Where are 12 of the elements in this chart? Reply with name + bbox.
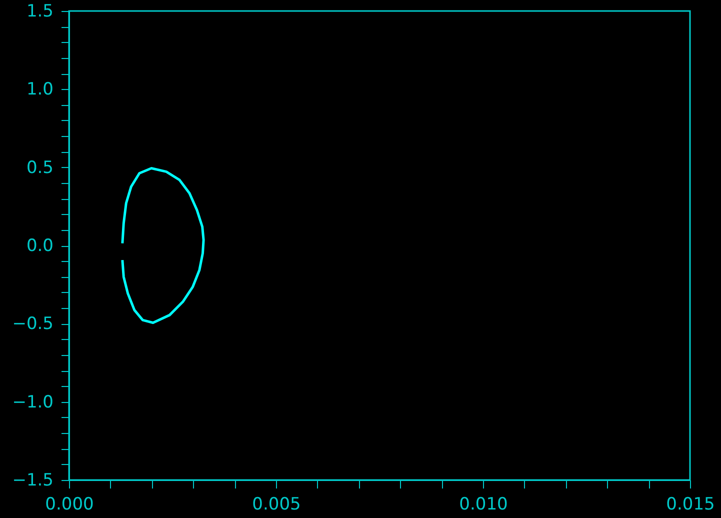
x-tick-label: 0.005 bbox=[252, 494, 301, 514]
x-tick-label: 0.015 bbox=[666, 494, 715, 514]
y-tick-label: −1.5 bbox=[12, 470, 54, 490]
x-tick-label: 0.010 bbox=[459, 494, 508, 514]
x-tick-label: 0.000 bbox=[45, 494, 94, 514]
y-tick-label: 1.0 bbox=[26, 80, 54, 100]
y-tick-label: −0.5 bbox=[12, 314, 54, 334]
line-series bbox=[121, 167, 205, 324]
y-tick-label: 1.5 bbox=[26, 2, 54, 22]
y-tick-label: 0.0 bbox=[26, 236, 54, 256]
y-tick-label: 0.5 bbox=[26, 158, 54, 178]
y-tick-label: −1.0 bbox=[12, 392, 54, 412]
